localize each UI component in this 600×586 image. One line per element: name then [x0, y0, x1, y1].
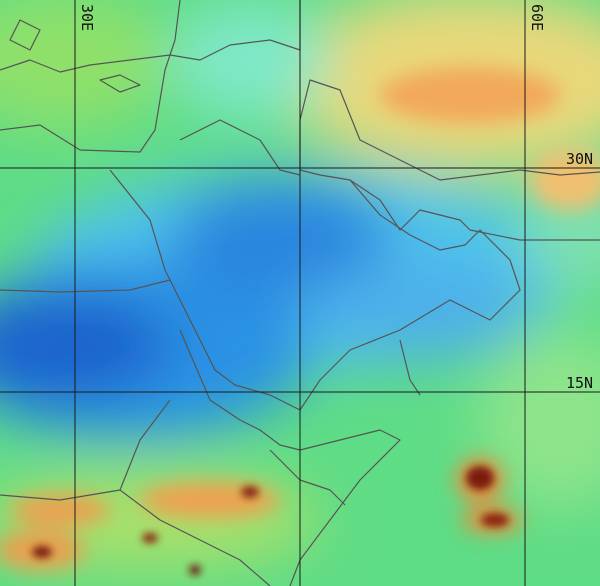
- latitude-label: 30N: [566, 150, 593, 168]
- longitude-label: 60E: [528, 4, 546, 31]
- latitude-label: 15N: [566, 374, 593, 392]
- longitude-label: 30E: [78, 4, 96, 31]
